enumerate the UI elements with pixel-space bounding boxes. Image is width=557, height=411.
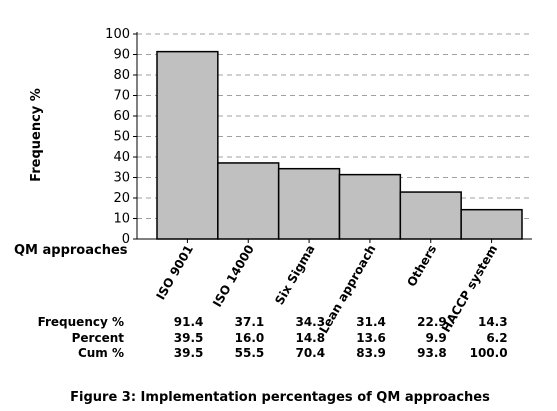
y-tick-label: 70 bbox=[113, 89, 130, 104]
bars bbox=[156, 50, 523, 240]
table-cell: 22.9 bbox=[417, 315, 447, 329]
table-row-label: Percent bbox=[72, 331, 125, 345]
x-category-label: ISO 9001 bbox=[153, 243, 196, 303]
y-tick-label: 20 bbox=[113, 191, 130, 206]
table-cell: 9.9 bbox=[425, 331, 446, 345]
table-cell: 34.3 bbox=[295, 315, 325, 329]
bar-lean-approach bbox=[338, 173, 402, 240]
table-cell: 13.6 bbox=[356, 331, 386, 345]
y-axis-label: Frequency % bbox=[29, 88, 44, 182]
table-cell: 6.2 bbox=[486, 331, 507, 345]
bar-others bbox=[399, 191, 462, 240]
table-cell: 14.8 bbox=[295, 331, 325, 345]
y-tick-label: 0 bbox=[122, 232, 130, 247]
table-cell: 70.4 bbox=[295, 346, 325, 360]
bar-haccp-system bbox=[460, 208, 523, 240]
table-row-label: Frequency % bbox=[38, 315, 124, 329]
y-tick-label: 40 bbox=[113, 150, 130, 165]
x-category-label: Others bbox=[404, 243, 439, 290]
table-cell: 37.1 bbox=[235, 315, 265, 329]
x-axis-label: QM approaches bbox=[14, 243, 128, 258]
table-cell: 100.0 bbox=[470, 346, 508, 360]
bar-iso-9001 bbox=[156, 50, 219, 240]
y-tick-labels: 0 10 20 30 40 50 60 70 80 90 100 bbox=[105, 27, 130, 247]
table-row-label: Cum % bbox=[78, 346, 124, 360]
y-tick-label: 60 bbox=[113, 109, 130, 124]
table-cell: 39.5 bbox=[174, 331, 204, 345]
x-category-label: Six Sigma bbox=[272, 243, 317, 308]
y-tick-label: 100 bbox=[105, 27, 130, 42]
bar-iso-14000 bbox=[217, 162, 280, 240]
data-table: Frequency % 91.4 37.1 34.3 31.4 22.9 14.3 Perce… bbox=[38, 315, 508, 360]
table-cell: 55.5 bbox=[235, 346, 265, 360]
axes bbox=[133, 32, 532, 243]
x-category-label: ISO 14000 bbox=[210, 243, 257, 310]
table-cell: 83.9 bbox=[356, 346, 386, 360]
table-cell: 16.0 bbox=[235, 331, 265, 345]
y-tick-label: 30 bbox=[113, 171, 130, 186]
table-cell: 14.3 bbox=[478, 315, 508, 329]
y-tick-label: 80 bbox=[113, 68, 130, 83]
y-tick-label: 50 bbox=[113, 130, 130, 145]
table-cell: 93.8 bbox=[417, 346, 447, 360]
table-cell: 39.5 bbox=[174, 346, 204, 360]
figure-caption: Figure 3: Implementation percentages of … bbox=[70, 390, 490, 405]
bar-six-sigma bbox=[277, 167, 341, 240]
y-tick-label: 10 bbox=[113, 212, 130, 227]
table-cell: 91.4 bbox=[174, 315, 204, 329]
table-cell: 31.4 bbox=[356, 315, 386, 329]
y-tick-label: 90 bbox=[113, 48, 130, 63]
